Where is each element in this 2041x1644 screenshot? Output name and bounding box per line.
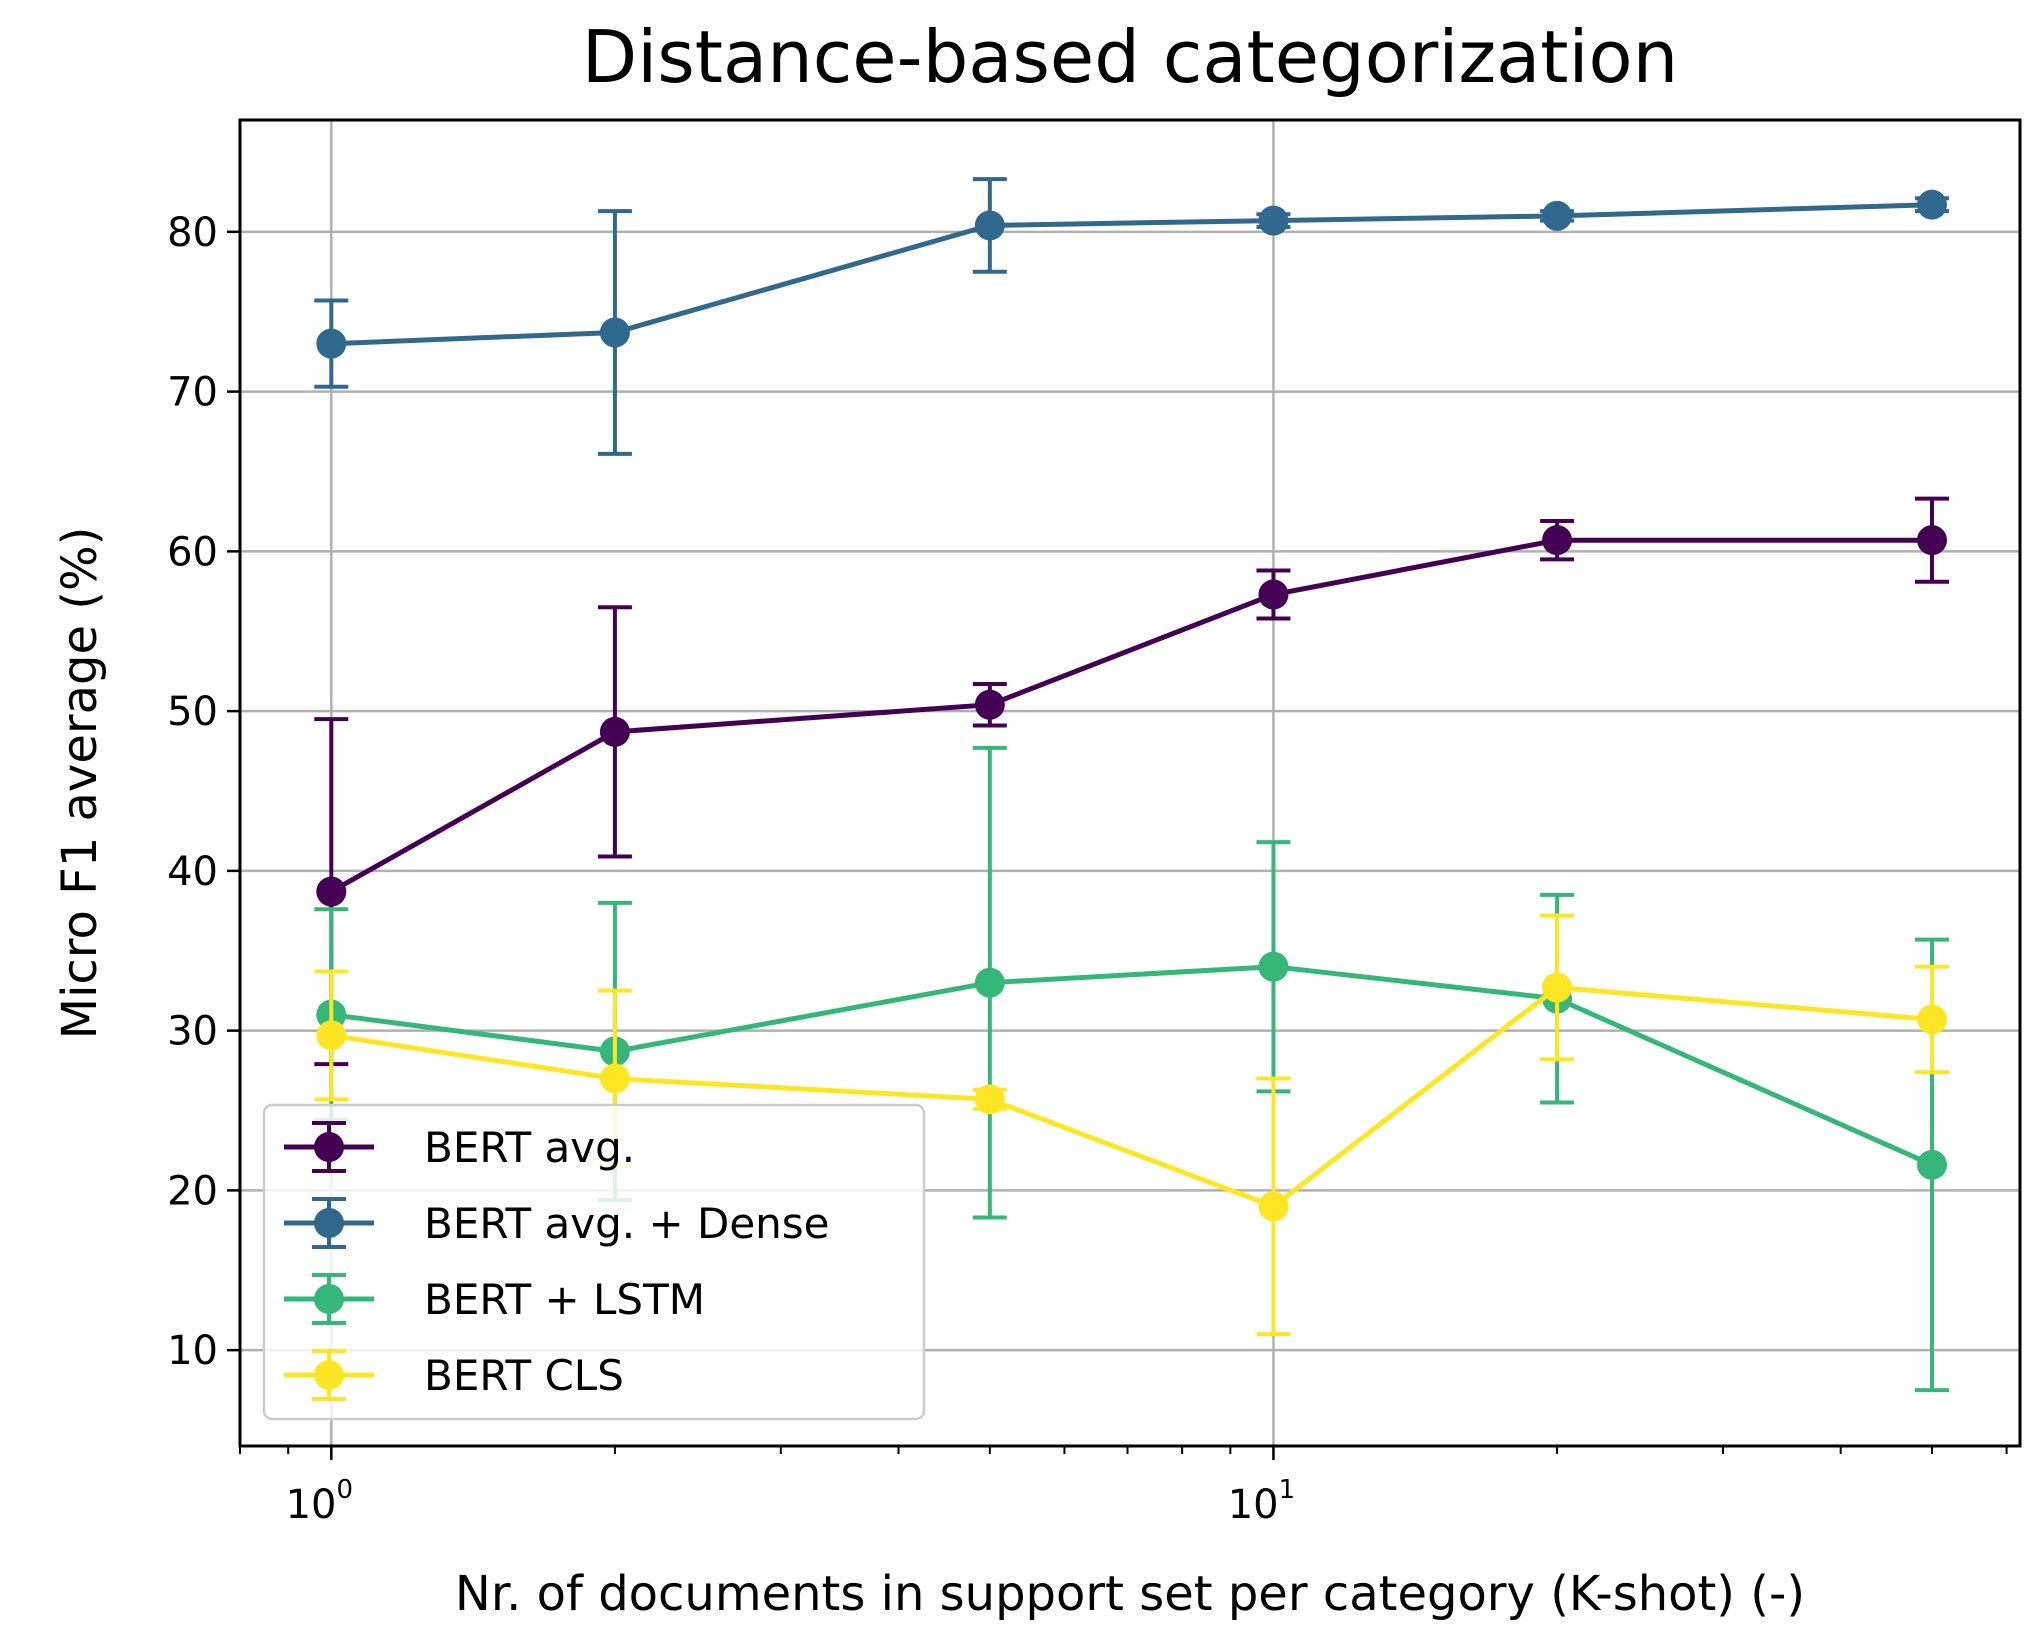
data-point [1542, 972, 1573, 1003]
data-point [599, 716, 630, 747]
legend-label: BERT CLS [424, 1351, 624, 1400]
legend: BERT avg. BERT avg. + Dense BERT + LSTM BER… [262, 1103, 926, 1421]
series-3 [314, 913, 1949, 1337]
data-point [599, 1063, 630, 1094]
data-point [1916, 1004, 1947, 1035]
data-point [1916, 1149, 1947, 1180]
y-tick-label: 10 [167, 1328, 218, 1374]
x-tick-label: 101 [1228, 1475, 1295, 1528]
legend-box [262, 1103, 926, 1421]
legend-label: BERT + LSTM [424, 1275, 705, 1324]
legend-marker [314, 1360, 344, 1390]
y-tick-label: 60 [167, 529, 218, 575]
ticks: 10 20 30 40 50 60 70 80 100 101 [167, 210, 2008, 1528]
legend-label: BERT avg. + Dense [424, 1199, 830, 1248]
data-point [1258, 205, 1289, 236]
data-point [974, 689, 1005, 720]
series-line [330, 964, 1934, 1168]
data-point [1258, 579, 1289, 610]
legend-entry: BERT + LSTM [284, 1273, 705, 1325]
legend-label: BERT avg. [424, 1123, 635, 1172]
data-point [316, 876, 347, 907]
y-tick-label: 20 [167, 1168, 218, 1214]
y-axis-label: Micro F1 average (%) [52, 527, 108, 1040]
data-point [316, 1020, 347, 1051]
legend-entry: BERT avg. [284, 1121, 635, 1173]
data-point [1258, 1191, 1289, 1222]
series-1 [314, 177, 1949, 456]
y-tick-label: 40 [167, 849, 218, 895]
data-point [1916, 189, 1947, 220]
series-line [331, 202, 1933, 347]
data-point [1542, 200, 1573, 231]
data-point [1542, 525, 1573, 556]
legend-marker [314, 1208, 344, 1238]
data-point [316, 328, 347, 359]
series-line [330, 984, 1933, 1210]
legend-marker [314, 1284, 344, 1314]
data-point [974, 210, 1005, 241]
y-tick-label: 50 [167, 689, 218, 735]
series-line [330, 537, 1932, 894]
plot-frame [238, 118, 2022, 1448]
legend-marker [314, 1132, 344, 1162]
chart-title: Distance-based categorization [582, 15, 1678, 99]
data-point [974, 1084, 1005, 1115]
legend-entry: BERT avg. + Dense [284, 1197, 830, 1249]
data-point [1916, 525, 1947, 556]
data-point [974, 967, 1005, 998]
legend-entry: BERT CLS [284, 1349, 624, 1401]
data-point [1258, 951, 1289, 982]
series-0 [314, 496, 1949, 1067]
y-tick-label: 80 [167, 210, 218, 256]
data-point [599, 317, 630, 348]
y-tick-label: 70 [167, 370, 218, 416]
x-tick-label: 100 [286, 1475, 353, 1528]
y-tick-label: 30 [167, 1009, 218, 1055]
x-axis-label: Nr. of documents in support set per cate… [455, 1566, 1805, 1622]
